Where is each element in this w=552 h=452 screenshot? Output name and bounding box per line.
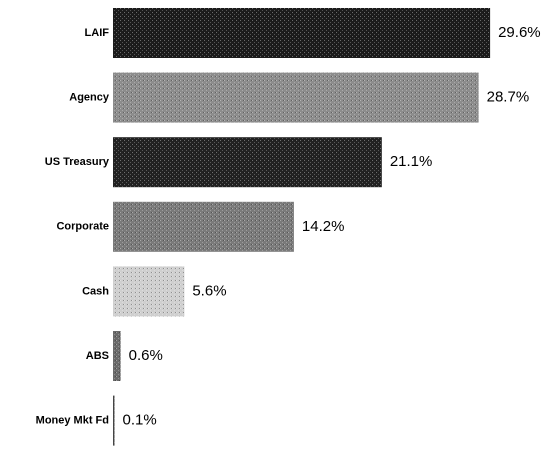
bar-texture (113, 201, 294, 252)
bar-texture (113, 266, 185, 317)
value-label: 5.6% (192, 282, 226, 299)
category-label: Corporate (56, 221, 109, 233)
category-label: Cash (82, 285, 109, 297)
category-label: Agency (69, 92, 110, 104)
category-label: US Treasury (45, 156, 110, 168)
bar-texture (113, 395, 115, 446)
category-label: Money Mkt Fd (36, 415, 109, 427)
bar-texture (113, 331, 121, 381)
bar-texture (113, 137, 382, 188)
category-label: ABS (86, 350, 109, 362)
value-label: 29.6% (498, 24, 541, 41)
value-label: 28.7% (487, 89, 530, 106)
value-label: 14.2% (302, 218, 345, 235)
category-label: LAIF (85, 27, 110, 39)
bar-texture (113, 8, 491, 58)
value-label: 0.1% (123, 412, 157, 429)
value-label: 21.1% (390, 153, 433, 170)
value-label: 0.6% (129, 347, 163, 364)
bar-texture (113, 72, 479, 123)
